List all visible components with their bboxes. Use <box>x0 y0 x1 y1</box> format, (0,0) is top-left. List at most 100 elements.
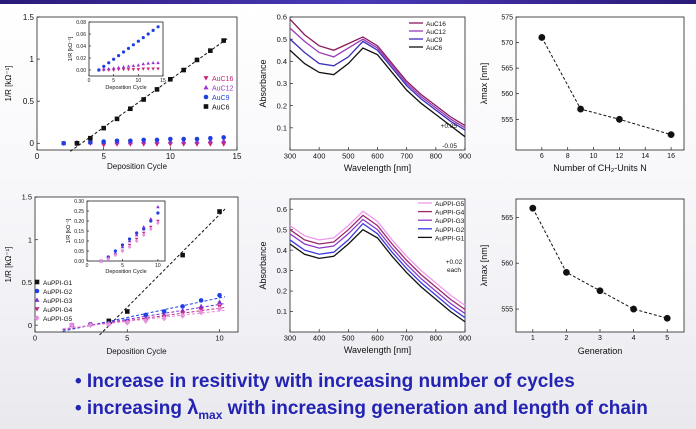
data-point <box>120 245 125 249</box>
x-tick-label: 15 <box>160 78 166 84</box>
data-point <box>596 287 604 295</box>
data-point <box>181 136 186 142</box>
x-tick-label: 0 <box>88 78 91 84</box>
x-tick-label: 400 <box>313 152 326 161</box>
data-point <box>180 252 185 258</box>
data-point <box>106 321 112 328</box>
data-point <box>141 67 146 71</box>
legend-label: AuPPI-G3 <box>435 218 465 225</box>
data-point <box>156 211 160 215</box>
legend-label: AuC16 <box>212 76 234 83</box>
x-tick-label: 10 <box>215 334 223 343</box>
y-tick-label: 0 <box>30 139 35 148</box>
y-tick-label: 0.5 <box>277 35 287 44</box>
data-point <box>136 63 141 67</box>
legend-label: AuC9 <box>212 95 230 102</box>
x-tick-label: 900 <box>459 152 472 161</box>
data-point <box>101 139 106 144</box>
x-tick-label: 12 <box>615 153 623 160</box>
series-AuPPI-G5 <box>99 220 160 264</box>
legend-label: AuPPI-G4 <box>435 210 465 217</box>
data-point <box>88 135 93 141</box>
data-point <box>156 205 160 209</box>
y-axis-label: λmax [nm] <box>479 245 489 287</box>
data-point <box>121 65 126 69</box>
x-tick-label: 700 <box>400 152 413 161</box>
x-tick-label: 900 <box>459 334 472 343</box>
y-tick-label: 0.3 <box>277 266 287 275</box>
data-point <box>141 232 146 238</box>
x-tick-label: 800 <box>430 334 443 343</box>
x-tick-label: 0 <box>33 334 37 343</box>
y-tick-label: 0.20 <box>74 219 84 225</box>
data-point <box>97 68 101 72</box>
data-point <box>106 255 111 259</box>
x-tick-label: 300 <box>284 334 297 343</box>
y-tick-label: 0.5 <box>277 225 287 234</box>
data-point <box>134 238 139 244</box>
data-point <box>121 68 126 72</box>
x-tick-label: 400 <box>313 334 326 343</box>
data-point <box>161 315 167 322</box>
data-point <box>131 63 136 68</box>
x-axis-label: Deposition Cycle <box>106 347 167 356</box>
data-point <box>156 220 160 226</box>
data-point <box>198 309 204 316</box>
data-point <box>124 309 130 314</box>
x-tick-label: 2 <box>564 335 568 342</box>
y-tick-label: 0.05 <box>74 249 84 255</box>
x-tick-label: 10 <box>155 263 161 269</box>
data-point <box>630 305 637 313</box>
spectrum-AuPPI-G2 <box>289 222 466 319</box>
data-point <box>120 243 125 247</box>
data-point <box>207 142 213 147</box>
offset-annotation: +0.02 <box>446 259 463 266</box>
legend-label: AuPPI-G1 <box>435 235 465 242</box>
x-tick-label: 5 <box>121 263 124 269</box>
legend-label: AuC6 <box>426 45 443 52</box>
y-axis-label: Absorbance <box>258 59 268 107</box>
data-point <box>126 68 131 72</box>
y-tick-label: 560 <box>501 261 513 268</box>
offset-annotation: +0.05 <box>441 123 458 130</box>
data-point <box>87 322 93 329</box>
data-point <box>136 68 141 72</box>
legend-label: AuPPI-G5 <box>43 316 73 323</box>
x-tick-label: 10 <box>166 152 175 161</box>
data-point <box>141 225 146 229</box>
data-point <box>126 64 131 68</box>
plot-frame <box>515 198 685 333</box>
data-point <box>149 226 153 232</box>
trend-line <box>541 37 672 136</box>
x-tick-label: 300 <box>284 152 297 161</box>
spectrum-AuPPI-G4 <box>289 214 466 311</box>
data-point <box>194 136 200 142</box>
legend-label: AuC12 <box>212 86 234 93</box>
series-AuPPI-G3 <box>99 205 160 263</box>
data-point <box>127 237 132 241</box>
legend-label: AuPPI-G5 <box>435 201 465 208</box>
x-tick-label: 3 <box>598 335 602 342</box>
legend-label: AuPPI-G2 <box>435 227 465 234</box>
data-point <box>151 28 155 32</box>
c5-plot: 300 400 500 600 700 800 900 0.1 0.2 0.3 0.4 0.5 0.6 W… <box>258 198 472 355</box>
x-tick-label: 10 <box>136 78 142 84</box>
x-axis-label: Deposition Cycle <box>107 162 168 171</box>
data-point <box>198 298 204 303</box>
data-point <box>208 48 213 53</box>
data-point <box>168 136 173 142</box>
offset-annotation: -0.05 <box>442 143 457 150</box>
data-point <box>101 125 106 131</box>
bullet-resistivity: • Increase in resitivity with increasing… <box>75 371 575 392</box>
data-point <box>120 248 125 254</box>
y-tick-label: 0.15 <box>74 229 84 235</box>
data-point <box>663 314 671 322</box>
x-tick-label: 600 <box>371 152 384 161</box>
legend-label: AuPPI-G4 <box>43 307 73 314</box>
data-point <box>667 131 675 139</box>
data-point <box>117 54 121 58</box>
data-point <box>102 67 106 71</box>
y-tick-label: 0.25 <box>74 209 84 215</box>
